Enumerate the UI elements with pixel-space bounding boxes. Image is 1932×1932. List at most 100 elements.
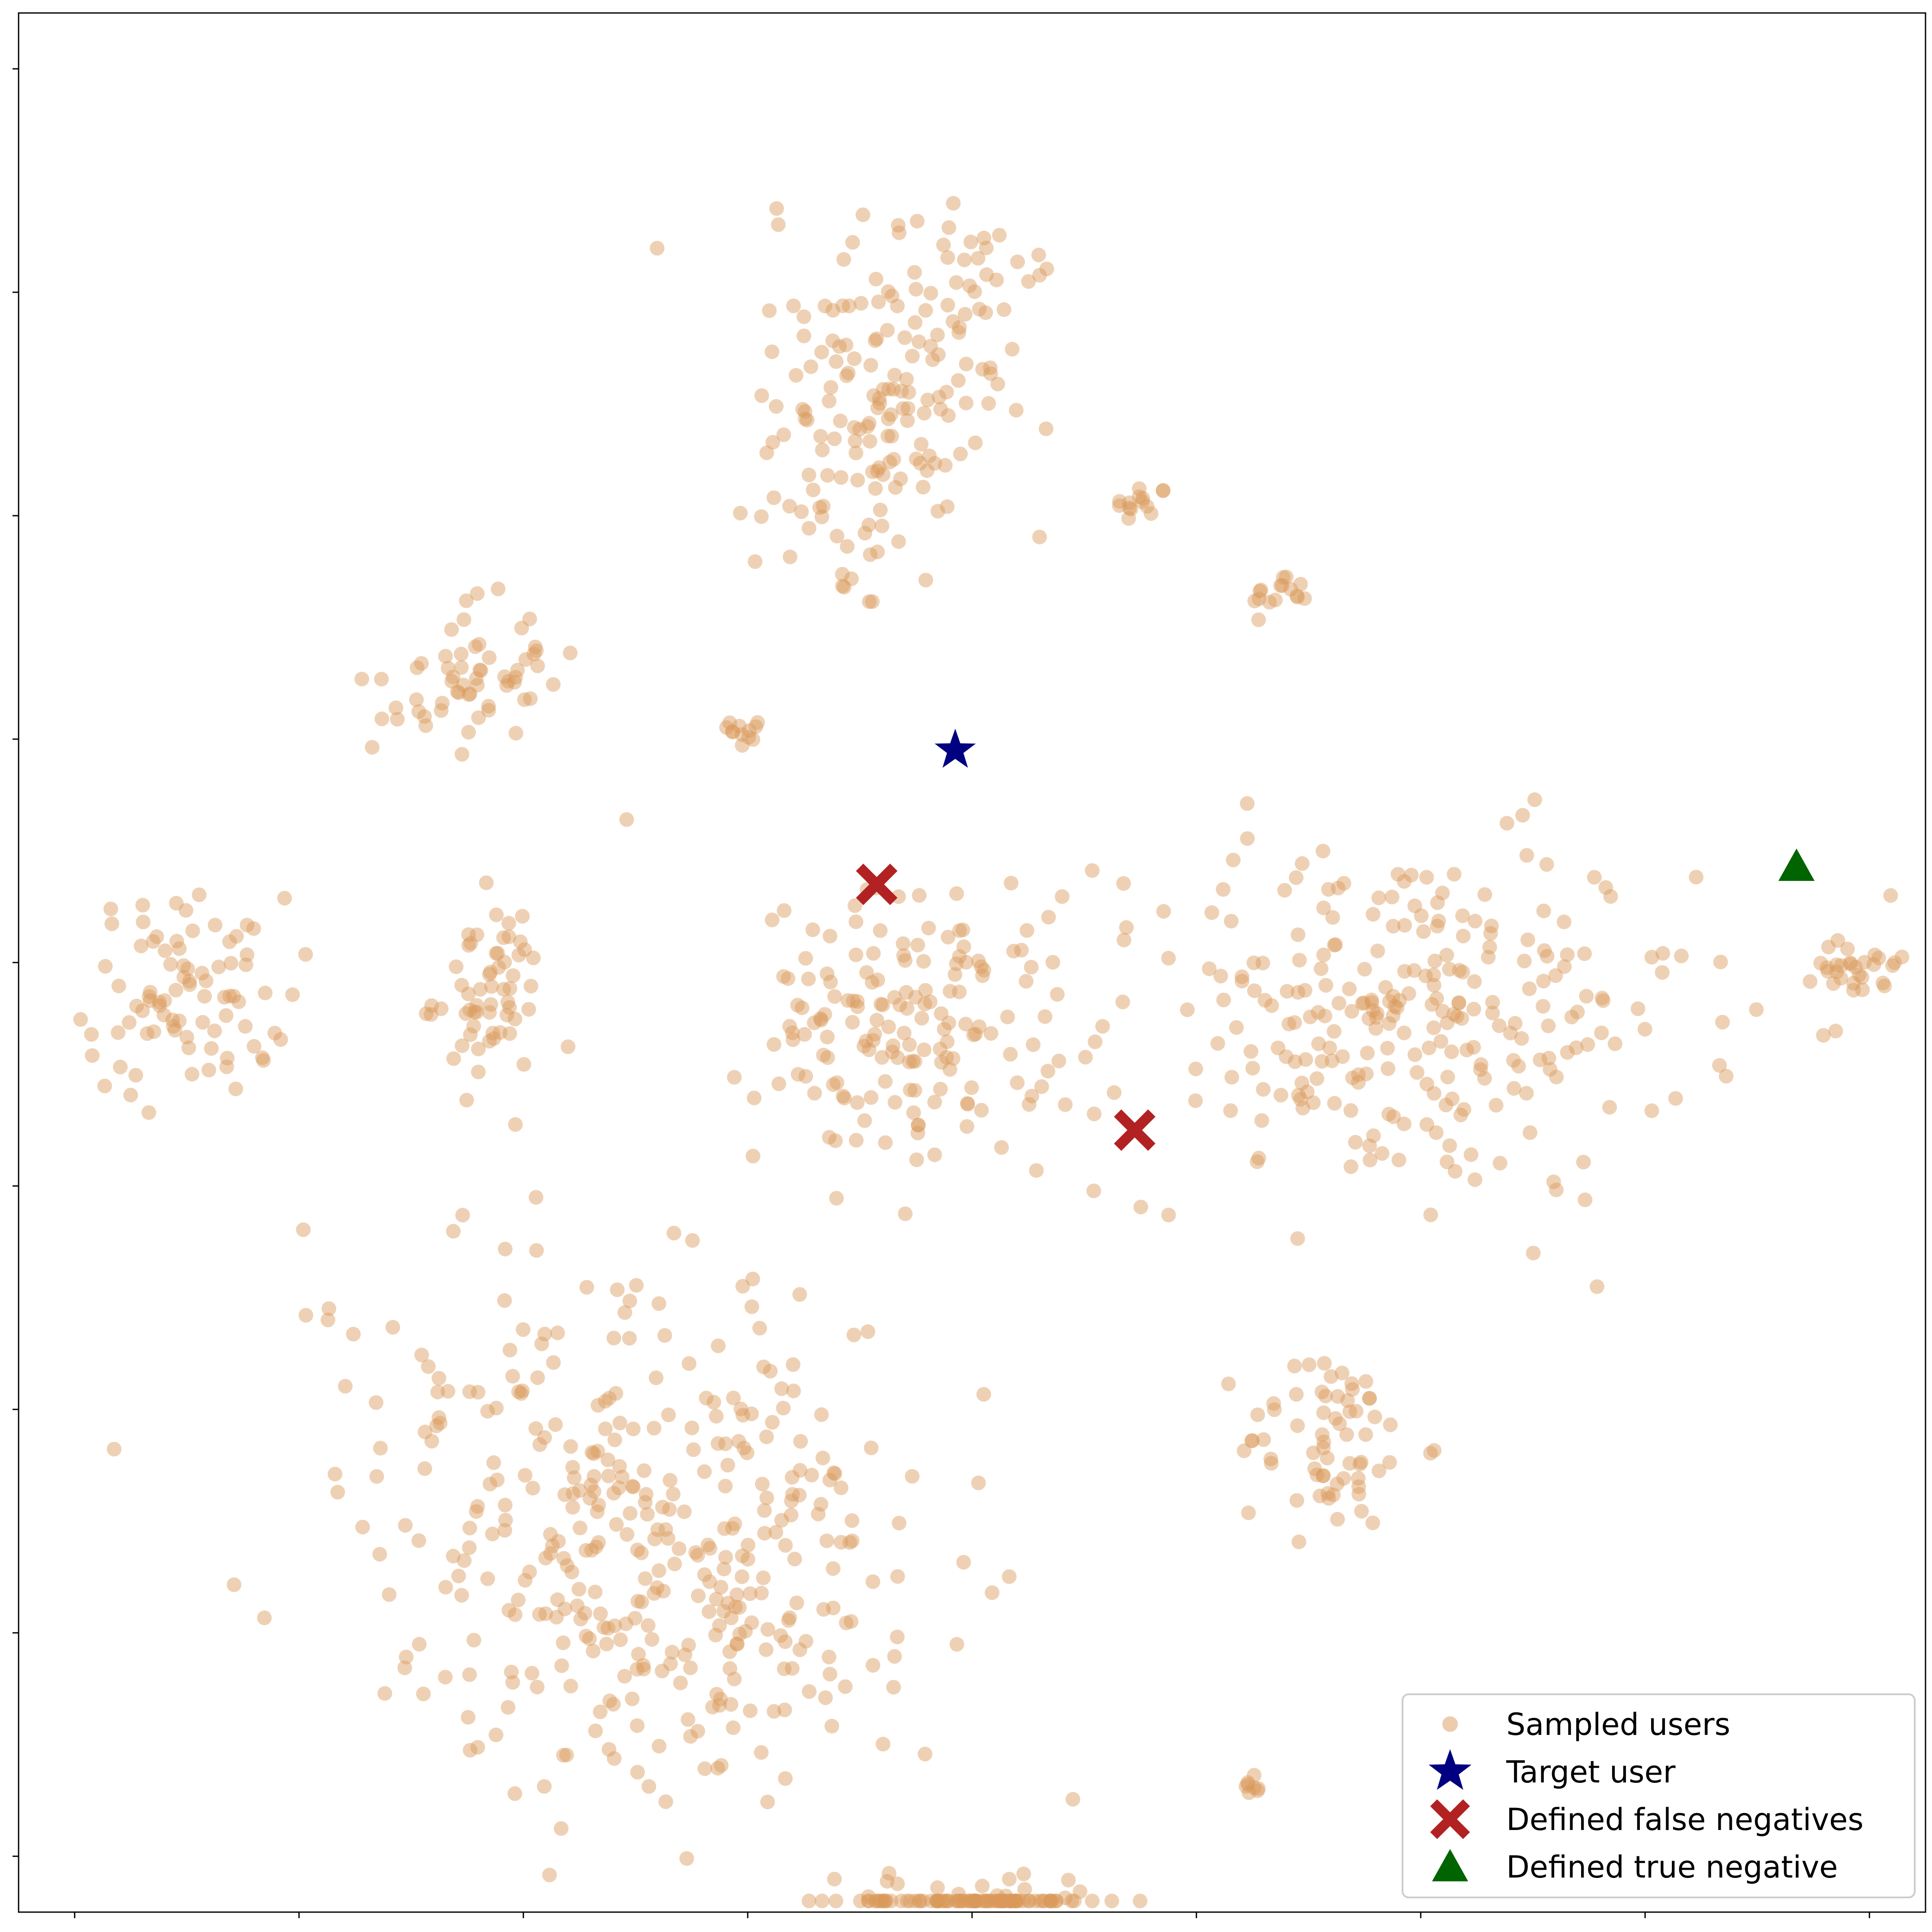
sampled-user-point [957, 252, 972, 268]
sampled-user-point [610, 1282, 625, 1298]
sampled-user-point [1264, 998, 1279, 1013]
sampled-user-point [373, 1441, 388, 1456]
sampled-user-point [510, 1592, 526, 1607]
sampled-user-point [829, 1191, 844, 1206]
sampled-user-point [593, 1606, 608, 1621]
sampled-user-point [471, 1065, 486, 1080]
sampled-user-point [1326, 1024, 1342, 1039]
sampled-user-point [542, 1868, 557, 1883]
sampled-user-point [1229, 1020, 1244, 1035]
sampled-user-point [440, 660, 456, 676]
sampled-user-point [1268, 593, 1283, 608]
sampled-user-point [685, 1233, 700, 1248]
sampled-user-point [861, 1894, 876, 1909]
sampled-user-point [861, 1889, 876, 1904]
sampled-user-point [949, 275, 964, 290]
sampled-user-point [1306, 1095, 1321, 1110]
sampled-user-point [462, 1521, 477, 1536]
sampled-user-point [497, 1523, 513, 1538]
sampled-user-point [473, 663, 488, 678]
sampled-user-point [960, 1096, 975, 1111]
sampled-user-point [1875, 976, 1891, 991]
sampled-user-point [923, 994, 938, 1009]
sampled-user-point [1655, 965, 1670, 980]
sampled-user-point [1828, 1023, 1843, 1039]
sampled-user-point [128, 1068, 143, 1083]
sampled-user-point [169, 934, 185, 949]
sampled-user-point [523, 691, 538, 706]
sampled-user-point [1674, 948, 1689, 963]
sampled-user-point [650, 1522, 665, 1537]
sampled-user-point [710, 1760, 725, 1776]
sampled-user-point [1279, 984, 1294, 999]
sampled-user-point [697, 1761, 712, 1776]
sampled-user-point [816, 499, 831, 514]
sampled-user-point [890, 1876, 905, 1891]
sampled-user-point [842, 298, 857, 313]
sampled-user-point [1354, 1454, 1369, 1470]
sampled-user-point [223, 956, 239, 971]
sampled-user-point [149, 929, 164, 944]
sampled-user-point [960, 1097, 976, 1112]
sampled-user-point [744, 1406, 759, 1422]
sampled-user-point [1331, 995, 1346, 1011]
sampled-user-point [890, 298, 905, 313]
sampled-user-point [754, 1745, 769, 1760]
sampled-user-point [470, 1740, 485, 1755]
sampled-user-point [832, 339, 847, 354]
sampled-user-point [483, 965, 498, 980]
sampled-user-point [957, 307, 972, 322]
sampled-user-point [497, 1241, 513, 1256]
sampled-user-point [488, 1728, 504, 1743]
sampled-user-point [1324, 1053, 1339, 1068]
sampled-user-point [1316, 1440, 1331, 1455]
sampled-user-point [1431, 913, 1446, 928]
sampled-user-point [296, 1222, 311, 1237]
sampled-user-point [759, 1429, 774, 1444]
sampled-user-point [759, 1642, 774, 1657]
sampled-user-point [766, 1037, 781, 1052]
legend-entry-false-negatives: Defined false negatives [1430, 1799, 1864, 1839]
sampled-user-point [838, 338, 854, 353]
sampled-user-point [724, 1697, 739, 1712]
sampled-user-point [883, 407, 899, 422]
sampled-user-point [1447, 1164, 1463, 1179]
sampled-user-point [1423, 1446, 1438, 1461]
sampled-user-point [801, 521, 816, 536]
sampled-user-point [543, 1546, 558, 1561]
sampled-user-point [1289, 1493, 1304, 1508]
sampled-user-point [424, 1434, 439, 1449]
sampled-user-point [1549, 1183, 1564, 1198]
sampled-user-point [917, 996, 932, 1011]
sampled-user-point [1008, 1894, 1023, 1909]
sampled-user-point [990, 1888, 1005, 1903]
sampled-user-point [956, 939, 971, 954]
sampled-user-point [1527, 792, 1542, 807]
sampled-user-point [1419, 1077, 1435, 1092]
sampled-user-point [884, 288, 899, 303]
sampled-user-point [1275, 578, 1290, 593]
sampled-user-point [502, 981, 517, 996]
sampled-user-point [1078, 1049, 1093, 1065]
sampled-user-point [804, 1467, 819, 1482]
sampled-user-point [697, 1567, 712, 1582]
sampled-user-point [612, 1416, 628, 1431]
sampled-user-point [712, 1698, 727, 1713]
sampled-user-point [781, 1613, 796, 1628]
sampled-user-point [916, 954, 931, 969]
sampled-user-point [852, 422, 867, 437]
sampled-user-point [1365, 995, 1380, 1010]
sampled-user-point [1156, 483, 1171, 498]
sampled-user-point [714, 1758, 729, 1773]
sampled-user-point [1072, 1884, 1087, 1899]
sampled-user-point [840, 993, 855, 1008]
sampled-user-point [785, 1357, 800, 1372]
sampled-user-point [1119, 920, 1134, 935]
sampled-user-point [1335, 1049, 1350, 1064]
sampled-user-point [1522, 1125, 1537, 1140]
sampled-user-point [1026, 1037, 1041, 1052]
sampled-user-point [1821, 940, 1836, 955]
sampled-user-point [1442, 1138, 1457, 1153]
sampled-user-point [684, 1420, 699, 1435]
sampled-user-point [578, 1543, 593, 1558]
